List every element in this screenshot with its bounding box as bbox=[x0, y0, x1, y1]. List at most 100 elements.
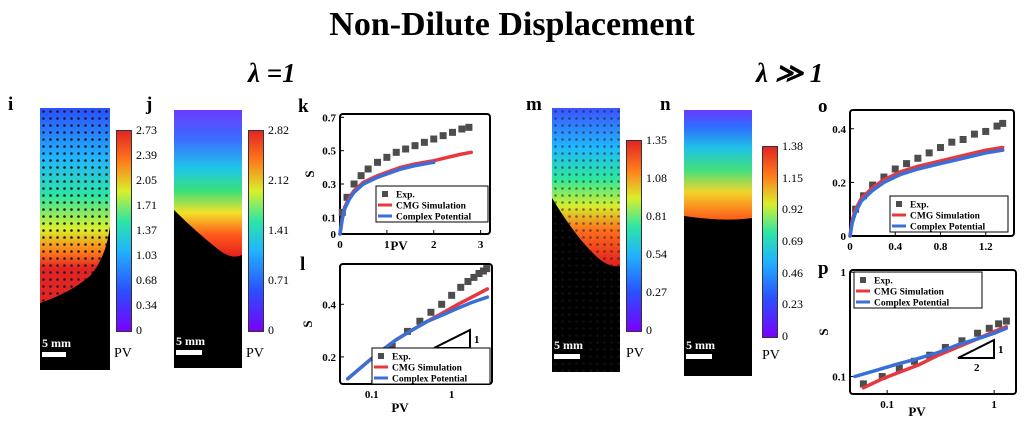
chart-o-point-12 bbox=[982, 127, 990, 135]
chart-o-point-10 bbox=[959, 135, 967, 143]
chart-p-point-9 bbox=[995, 320, 1003, 328]
colorbar-n bbox=[762, 146, 778, 338]
chart-k-legend-label-2: Complex Potential bbox=[396, 213, 472, 223]
chart-k-ytick-label-2: 0.3 bbox=[322, 179, 336, 191]
chart-o-point-13 bbox=[993, 122, 1001, 130]
chart-l-ylabel: S bbox=[300, 320, 315, 327]
chart-o-ytick-label-0: 0 bbox=[841, 231, 847, 243]
colorbar-n-tick-2: 0.92 bbox=[782, 202, 803, 217]
chart-p-legend-label-2: Complex Potential bbox=[874, 299, 950, 309]
chart-l-xtick-label-0: 0.1 bbox=[365, 389, 379, 401]
chart-o-point-6 bbox=[914, 154, 922, 162]
chart-p-legend-label-1: CMG Simulation bbox=[874, 288, 945, 298]
colorbar-i-tick-6: 0.68 bbox=[136, 273, 157, 287]
chart-p-frame bbox=[849, 269, 1017, 395]
colorbar-n-tick-5: 0.23 bbox=[782, 297, 803, 312]
chart-k-point-10 bbox=[420, 138, 428, 146]
chart-l-point-10 bbox=[475, 270, 483, 278]
chart-o-legend-marker-0 bbox=[896, 201, 902, 207]
chart-k-line-2 bbox=[338, 160, 436, 236]
colorbar-i-tick-3: 1.71 bbox=[136, 198, 157, 212]
chart-p-slope-rise: 1 bbox=[998, 344, 1004, 356]
colorbar-i-tick-8: 0 bbox=[136, 323, 142, 337]
header-lambda-large: λ ≫ 1 bbox=[756, 58, 823, 89]
chart-o-frame bbox=[849, 109, 1015, 237]
chart-p-xtick-label-0: 0.1 bbox=[880, 399, 894, 411]
scale-bar-m bbox=[554, 354, 580, 359]
chart-k: 0 1 2 3 0 0.1 0.3 0.5 0.7 PV S Exp.CMG SimulationCo… bbox=[302, 112, 491, 253]
saturation-map-n: 5 mm bbox=[684, 110, 752, 376]
chart-p-point-2 bbox=[895, 364, 903, 372]
panel-label-k: k bbox=[298, 96, 309, 117]
chart-o-xtick-label-2: 0.8 bbox=[934, 241, 948, 253]
saturation-map-i: 5 mm bbox=[40, 108, 110, 370]
chart-p-xtick-label-1: 1 bbox=[991, 399, 997, 411]
chart-k-point-3 bbox=[357, 172, 365, 180]
chart-k-ytick-label-0: 0 bbox=[331, 229, 337, 241]
chart-k-point-13 bbox=[449, 128, 456, 136]
chart-k-frame bbox=[339, 113, 491, 235]
chart-p-ytick-label-1: 0.1 bbox=[832, 372, 846, 384]
chart-o-xtick-label-1: 0.4 bbox=[888, 241, 902, 253]
chart-k-point-5 bbox=[374, 158, 381, 166]
colorbar-n-tick-3: 0.69 bbox=[782, 234, 803, 248]
chart-l-line-2 bbox=[345, 295, 490, 381]
colorbar-j bbox=[248, 130, 264, 332]
saturation-map-m-image bbox=[552, 108, 620, 372]
colorbar-n-tick-4: 0.46 bbox=[782, 265, 803, 280]
chart-k-ytick-label-4: 0.7 bbox=[322, 112, 336, 124]
colorbar-i-tick-4: 1.37 bbox=[136, 223, 157, 237]
colorbar-m-tick-3: 0.54 bbox=[646, 247, 667, 261]
chart-k-xlabel: PV bbox=[390, 238, 408, 253]
chart-l-point-6 bbox=[448, 291, 456, 299]
chart-l-ytick-label-0: 0.2 bbox=[322, 352, 336, 364]
chart-o-point-5 bbox=[903, 160, 911, 168]
chart-k-xtick-label-1: 1 bbox=[384, 239, 390, 251]
chart-o-legend-label-2: Complex Potential bbox=[910, 223, 986, 233]
colorbar-j-tick-1: 2.12 bbox=[268, 173, 289, 187]
header-lambda-1: λ =1 bbox=[248, 58, 296, 89]
scale-bar-j bbox=[176, 350, 202, 355]
colorbar-i-unit: PV bbox=[114, 346, 132, 361]
header-left-text: λ =1 bbox=[248, 58, 296, 88]
colorbar-j-unit: PV bbox=[246, 346, 264, 361]
chart-p-point-0 bbox=[859, 380, 867, 388]
chart-k-legend-label-0: Exp. bbox=[396, 191, 415, 201]
colorbar-n-tick-0: 1.38 bbox=[782, 139, 803, 153]
chart-k-xtick-label-0: 0 bbox=[337, 239, 343, 251]
colorbar-i-tick-5: 1.03 bbox=[136, 248, 157, 262]
colorbar-m bbox=[626, 140, 642, 332]
scale-text-m: 5 mm bbox=[554, 338, 583, 352]
scale-bar-i bbox=[42, 352, 66, 357]
panel-label-l: l bbox=[300, 254, 306, 275]
chart-p-point-1 bbox=[878, 373, 886, 381]
chart-o-point-3 bbox=[880, 173, 888, 181]
chart-k-point-7 bbox=[392, 148, 400, 156]
saturation-map-i-image bbox=[40, 108, 110, 370]
chart-l-slope-triangle bbox=[433, 328, 471, 349]
colorbar-i bbox=[116, 130, 132, 332]
chart-l-slope-rise: 1 bbox=[474, 334, 480, 346]
chart-k-point-2 bbox=[350, 180, 358, 188]
chart-l-xtick-label-1: 1 bbox=[449, 389, 455, 401]
chart-k-point-14 bbox=[458, 125, 466, 133]
chart-k-point-6 bbox=[383, 153, 391, 161]
chart-k-point-12 bbox=[439, 132, 447, 140]
panel-label-o: o bbox=[818, 96, 828, 117]
chart-p-ytick-label-0: 1 bbox=[841, 267, 847, 279]
chart-k-point-8 bbox=[402, 145, 410, 153]
chart-k-point-11 bbox=[430, 135, 438, 143]
chart-k-legend bbox=[375, 185, 489, 223]
saturation-map-j-image bbox=[174, 110, 242, 368]
scale-bar-n bbox=[686, 354, 712, 359]
colorbar-m-tick-1: 1.08 bbox=[646, 171, 667, 185]
panel-label-j: j bbox=[146, 94, 153, 115]
chart-k-point-1 bbox=[343, 193, 351, 201]
saturation-map-j: 5 mm bbox=[174, 110, 242, 368]
chart-l-legend bbox=[371, 347, 491, 385]
header-right-text: λ ≫ 1 bbox=[756, 58, 824, 88]
chart-p-point-5 bbox=[941, 343, 949, 351]
chart-o-ytick-label-2: 0.4 bbox=[832, 124, 846, 136]
scale-text-i: 5 mm bbox=[42, 336, 71, 350]
chart-p-line-2 bbox=[853, 326, 1009, 379]
